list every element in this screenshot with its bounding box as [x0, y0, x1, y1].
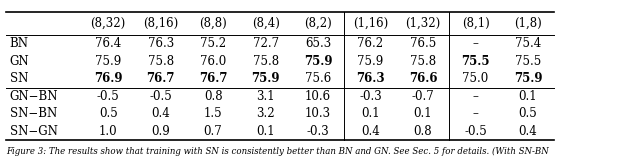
Text: Figure 3: The results show that training with SN is consistently better than BN : Figure 3: The results show that training…	[6, 147, 549, 156]
Text: 0.4: 0.4	[361, 125, 380, 138]
Text: 75.9: 75.9	[357, 55, 384, 68]
Text: 76.3: 76.3	[356, 72, 385, 85]
Text: (8,8): (8,8)	[199, 17, 227, 30]
Text: (8,16): (8,16)	[143, 17, 179, 30]
Text: (8,32): (8,32)	[90, 17, 126, 30]
Text: 76.0: 76.0	[200, 55, 227, 68]
Text: 0.4: 0.4	[518, 125, 538, 138]
Text: SN−BN: SN−BN	[10, 108, 57, 120]
Text: 0.1: 0.1	[361, 108, 380, 120]
Text: -0.5: -0.5	[149, 90, 172, 103]
Text: SN: SN	[10, 72, 28, 85]
Text: 75.8: 75.8	[148, 55, 173, 68]
Text: (1,8): (1,8)	[514, 17, 542, 30]
Text: GN−BN: GN−BN	[10, 90, 58, 103]
Text: 75.9: 75.9	[252, 72, 280, 85]
Text: 76.7: 76.7	[147, 72, 175, 85]
Text: GN: GN	[10, 55, 29, 68]
Text: -0.5: -0.5	[97, 90, 120, 103]
Text: 3.2: 3.2	[256, 108, 275, 120]
Text: –: –	[472, 90, 479, 103]
Text: –: –	[472, 37, 479, 50]
Text: (1,32): (1,32)	[405, 17, 441, 30]
Text: 0.5: 0.5	[99, 108, 118, 120]
Text: 76.3: 76.3	[147, 37, 174, 50]
Text: 75.4: 75.4	[515, 37, 541, 50]
Text: 75.9: 75.9	[304, 55, 332, 68]
Text: 0.1: 0.1	[518, 90, 538, 103]
Text: 0.8: 0.8	[413, 125, 433, 138]
Text: 65.3: 65.3	[305, 37, 332, 50]
Text: 76.7: 76.7	[199, 72, 227, 85]
Text: 10.6: 10.6	[305, 90, 331, 103]
Text: 76.9: 76.9	[94, 72, 122, 85]
Text: 75.0: 75.0	[462, 72, 489, 85]
Text: 76.4: 76.4	[95, 37, 122, 50]
Text: 72.7: 72.7	[253, 37, 278, 50]
Text: -0.3: -0.3	[307, 125, 330, 138]
Text: 1.5: 1.5	[204, 108, 223, 120]
Text: (8,4): (8,4)	[252, 17, 280, 30]
Text: -0.7: -0.7	[412, 90, 435, 103]
Text: (8,2): (8,2)	[304, 17, 332, 30]
Text: 75.6: 75.6	[305, 72, 332, 85]
Text: -0.5: -0.5	[464, 125, 487, 138]
Text: 0.9: 0.9	[151, 125, 170, 138]
Text: 0.7: 0.7	[204, 125, 223, 138]
Text: BN: BN	[10, 37, 29, 50]
Text: (1,16): (1,16)	[353, 17, 388, 30]
Text: -0.3: -0.3	[359, 90, 382, 103]
Text: 75.5: 75.5	[461, 55, 490, 68]
Text: 75.9: 75.9	[514, 72, 542, 85]
Text: (8,1): (8,1)	[461, 17, 490, 30]
Text: 75.5: 75.5	[515, 55, 541, 68]
Text: 0.1: 0.1	[413, 108, 433, 120]
Text: 75.8: 75.8	[410, 55, 436, 68]
Text: SN−GN: SN−GN	[10, 125, 58, 138]
Text: 75.2: 75.2	[200, 37, 226, 50]
Text: 0.1: 0.1	[256, 125, 275, 138]
Text: 10.3: 10.3	[305, 108, 331, 120]
Text: 76.2: 76.2	[358, 37, 383, 50]
Text: 76.6: 76.6	[409, 72, 437, 85]
Text: 3.1: 3.1	[256, 90, 275, 103]
Text: –: –	[472, 108, 479, 120]
Text: 0.5: 0.5	[518, 108, 538, 120]
Text: 75.8: 75.8	[253, 55, 278, 68]
Text: 1.0: 1.0	[99, 125, 118, 138]
Text: 75.9: 75.9	[95, 55, 122, 68]
Text: 76.5: 76.5	[410, 37, 436, 50]
Text: 0.4: 0.4	[151, 108, 170, 120]
Text: 0.8: 0.8	[204, 90, 223, 103]
